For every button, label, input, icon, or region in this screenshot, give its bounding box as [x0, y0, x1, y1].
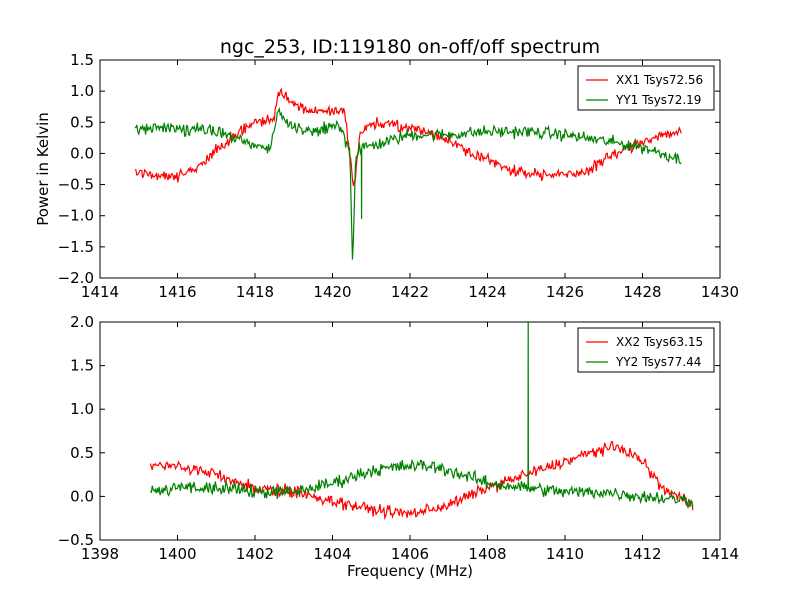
x-tick-label: 1400 [158, 545, 196, 563]
x-tick-label: 1414 [701, 545, 739, 563]
x-tick-label: 1404 [313, 545, 351, 563]
x-tick-label: 1424 [468, 283, 506, 301]
y-tick-label: 0.5 [70, 113, 94, 131]
figure-title: ngc_253, ID:119180 on-off/off spectrum [220, 36, 600, 58]
x-tick-label: 1412 [623, 545, 661, 563]
y-tick-label: −1.0 [58, 207, 94, 225]
x-tick-label: 1420 [313, 283, 351, 301]
y-tick-label: −2.0 [58, 269, 94, 287]
legend-label: YY1 Tsys72.19 [615, 93, 701, 107]
y-axis-label: Power in Kelvin [34, 112, 52, 226]
y-tick-label: 0.0 [70, 144, 94, 162]
y-tick-label: −0.5 [58, 531, 94, 549]
legend: XX1 Tsys72.56 YY1 Tsys72.19 [577, 65, 715, 111]
x-tick-label: 1428 [623, 283, 661, 301]
panel-1: 1414 1416 1418 1420 1422 1424 1426 1428 1430 −2.0… [34, 51, 739, 301]
legend: XX2 Tsys63.15 YY2 Tsys77.44 [577, 327, 715, 373]
y-tick-label: −0.5 [58, 176, 94, 194]
x-tick-label: 1430 [701, 283, 739, 301]
series-line-xx1 [134, 87, 682, 187]
x-axis-label: Frequency (MHz) [347, 562, 473, 580]
x-tick-label: 1398 [81, 545, 119, 563]
x-tick-label: 1406 [391, 545, 429, 563]
x-tick-label: 1418 [236, 283, 274, 301]
legend-label: XX2 Tsys63.15 [616, 335, 703, 349]
series-line-yy2 [149, 322, 694, 508]
x-tick-label: 1416 [158, 283, 196, 301]
legend-box [577, 327, 715, 373]
x-tick-label: 1414 [81, 283, 119, 301]
legend-label: XX1 Tsys72.56 [616, 73, 703, 87]
x-tick-label: 1410 [546, 545, 584, 563]
x-tick-label: 1402 [236, 545, 274, 563]
y-tick-label: 1.0 [70, 82, 94, 100]
legend-box [577, 65, 715, 111]
y-tick-label: 1.5 [70, 357, 94, 375]
y-tick-label: 0.0 [70, 487, 94, 505]
x-tick-label: 1422 [391, 283, 429, 301]
x-tick-label: 1408 [468, 545, 506, 563]
y-tick-label: 1.5 [70, 51, 94, 69]
series-line-xx2 [149, 440, 694, 521]
y-tick-label: 2.0 [70, 313, 94, 331]
x-tick-label: 1426 [546, 283, 584, 301]
panel-2: 1398 1400 1402 1404 1406 1408 1410 1412 1414 −0.5… [58, 313, 740, 580]
y-tick-label: −1.5 [58, 238, 94, 256]
y-tick-label: 1.0 [70, 400, 94, 418]
y-tick-label: 0.5 [70, 444, 94, 462]
legend-label: YY2 Tsys77.44 [615, 355, 701, 369]
series-line-yy1 [134, 106, 682, 260]
